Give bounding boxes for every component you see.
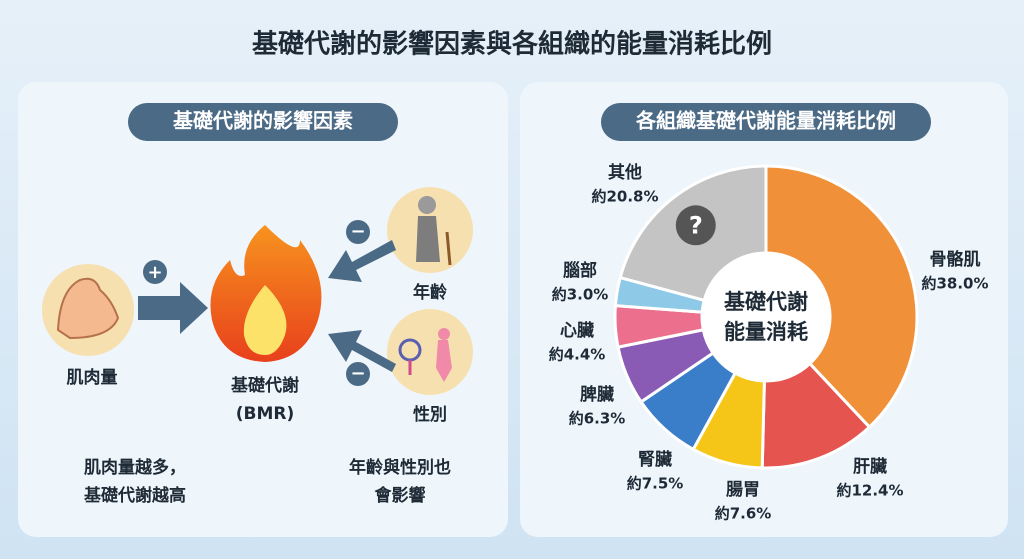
arrow bbox=[328, 330, 396, 372]
icon-badge bbox=[675, 205, 716, 246]
donut-hole bbox=[703, 254, 829, 380]
icon-text: ? bbox=[689, 211, 703, 239]
note: 年齡與性別也 bbox=[349, 457, 451, 478]
sign: + bbox=[147, 262, 162, 283]
note: 基礎代謝越高 bbox=[83, 485, 186, 506]
value-label: 約6.3% bbox=[569, 410, 626, 428]
note: 會影響 bbox=[374, 485, 426, 506]
category-label: 骨骼肌 bbox=[930, 249, 981, 270]
sign-badge bbox=[346, 220, 370, 244]
category-label: 其他 bbox=[608, 162, 642, 183]
head bbox=[418, 196, 436, 214]
value-label: 約38.0% bbox=[921, 275, 988, 293]
value-label: 約7.6% bbox=[715, 505, 772, 523]
category-label: 心臟 bbox=[560, 320, 594, 341]
value-label: 約4.4% bbox=[549, 346, 606, 364]
center-label: 基礎代謝 bbox=[230, 375, 299, 396]
chart-title: 各組織基礎代謝能量消耗比例 bbox=[635, 109, 896, 133]
arm bbox=[56, 277, 120, 340]
center-label: (BMR) bbox=[236, 404, 295, 424]
value-label: 約12.4% bbox=[836, 482, 903, 500]
value-label: 約3.0% bbox=[552, 286, 609, 304]
category-label: 腸胃 bbox=[726, 480, 760, 500]
fire-core bbox=[243, 285, 287, 355]
center-label: 能量消耗 bbox=[724, 320, 808, 344]
sign: − bbox=[350, 363, 365, 384]
sign-badge bbox=[346, 362, 370, 386]
category-label: 肝臟 bbox=[853, 456, 887, 477]
sign-badge bbox=[143, 260, 167, 284]
factor-label: 性別 bbox=[413, 404, 447, 425]
value-label: 約20.8% bbox=[591, 188, 658, 206]
figure bbox=[436, 340, 452, 382]
factor-label: 年齡 bbox=[413, 282, 447, 303]
pill bbox=[601, 103, 931, 141]
factor-label: 肌肉量 bbox=[67, 367, 118, 388]
panel-title: 基礎代謝的影響因素 bbox=[173, 109, 353, 133]
arrow bbox=[138, 282, 208, 334]
cane bbox=[445, 231, 452, 266]
center-label: 基礎代謝 bbox=[724, 290, 808, 314]
pill bbox=[128, 103, 398, 141]
sign: − bbox=[350, 221, 365, 242]
figure bbox=[438, 328, 450, 340]
category-label: 脾臟 bbox=[580, 384, 614, 405]
donut-segment bbox=[764, 164, 919, 430]
note: 肌肉量越多， bbox=[84, 457, 186, 478]
value-label: 約7.5% bbox=[627, 475, 684, 493]
page-title: 基礎代謝的影響因素與各組織的能量消耗比例 bbox=[252, 29, 772, 60]
body bbox=[416, 216, 440, 262]
category-label: 腦部 bbox=[563, 260, 597, 281]
category-label: 腎臟 bbox=[638, 449, 672, 470]
arrow bbox=[328, 240, 396, 282]
